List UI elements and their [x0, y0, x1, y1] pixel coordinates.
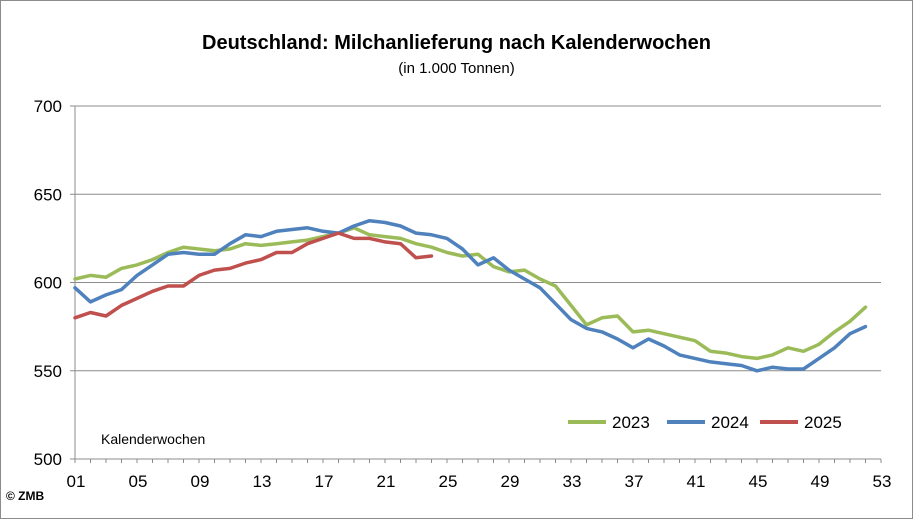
legend: 2023 2024 2025: [568, 413, 842, 432]
legend-label-2023: 2023: [612, 413, 650, 432]
x-tick-label: 13: [253, 472, 272, 491]
x-tick-label: 25: [439, 472, 458, 491]
legend-label-2025: 2025: [804, 413, 842, 432]
x-tick-label: 17: [315, 472, 334, 491]
copyright-notice: © ZMB: [6, 489, 45, 503]
x-tick-label: 21: [377, 472, 396, 491]
y-tick-label: 600: [34, 274, 62, 293]
x-tick-label: 53: [873, 472, 892, 491]
x-tick-label: 45: [749, 472, 768, 491]
x-tick-label: 49: [811, 472, 830, 491]
x-tick-label: 05: [129, 472, 148, 491]
x-tick-label: 09: [191, 472, 210, 491]
series-line-2024: [73, 218, 868, 373]
gridlines: [75, 105, 881, 372]
x-tick-label: 29: [501, 472, 520, 491]
y-axis-ticks: 500 550 600 650 700: [34, 97, 75, 469]
series-lines: [73, 218, 868, 373]
y-tick-label: 550: [34, 362, 62, 381]
y-tick-label: 700: [34, 97, 62, 116]
x-tick-label: 33: [563, 472, 582, 491]
x-axis-ticks: 01 05 09 13 17 21 25 29 33 37 41 45 49 53: [67, 459, 892, 491]
x-axis-title: Kalenderwochen: [101, 431, 205, 447]
x-tick-label: 37: [625, 472, 644, 491]
y-tick-label: 650: [34, 185, 62, 204]
chart-title: Deutschland: Milchanlieferung nach Kalen…: [202, 32, 711, 54]
x-tick-label: 01: [67, 472, 86, 491]
series-line-2023: [73, 226, 868, 361]
legend-label-2024: 2024: [711, 413, 749, 432]
y-tick-label: 500: [34, 450, 62, 469]
chart-subtitle: (in 1.000 Tonnen): [398, 60, 515, 77]
series-line-2025: [73, 231, 434, 320]
x-tick-label: 41: [687, 472, 706, 491]
